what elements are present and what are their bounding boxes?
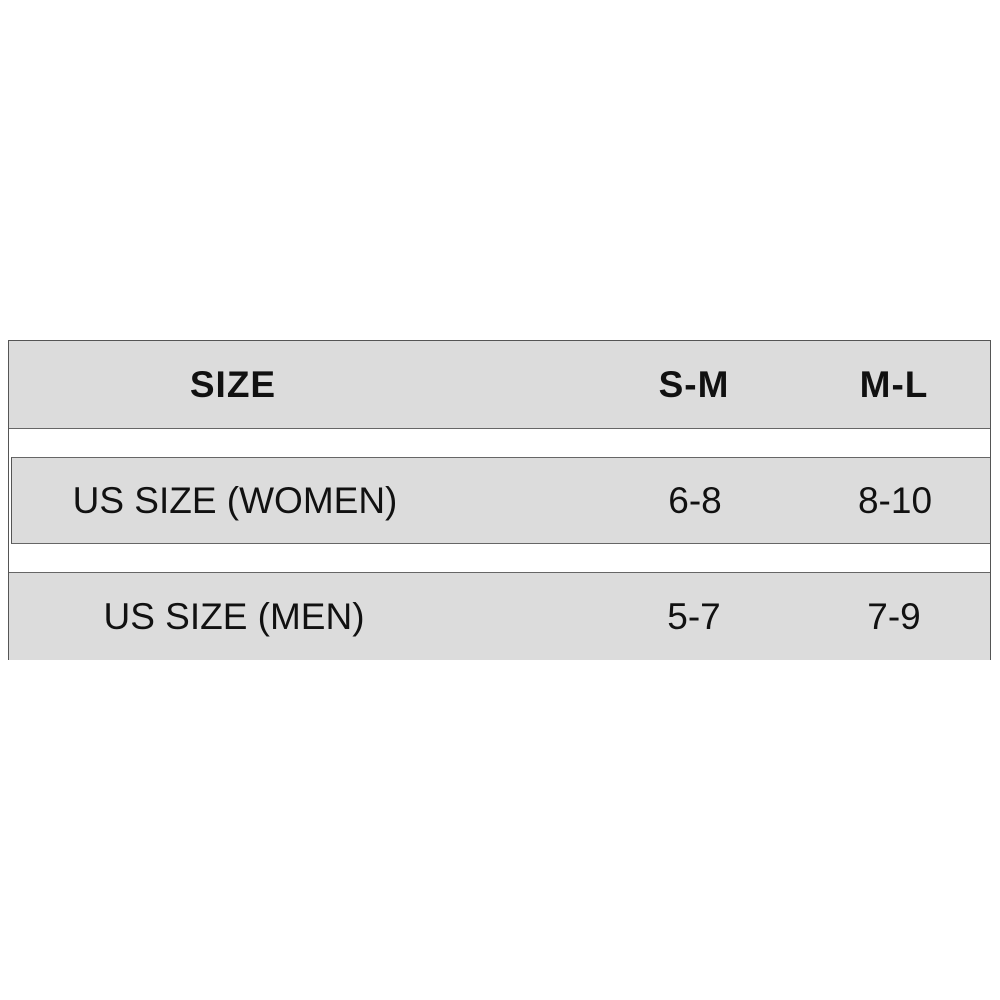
- cell-m-l: 8-10: [857, 479, 933, 521]
- header-m-l: M-L: [859, 363, 929, 405]
- row-label: US SIZE (WOMEN): [72, 479, 398, 521]
- table-row: US SIZE (MEN) 5-7 7-9: [9, 572, 990, 660]
- header-size: SIZE: [189, 363, 277, 405]
- table-header-row: SIZE S-M M-L: [9, 341, 990, 429]
- cell-s-m: 5-7: [667, 595, 721, 637]
- table-row: US SIZE (WOMEN) 6-8 8-10: [11, 457, 990, 544]
- header-s-m: S-M: [658, 363, 730, 405]
- cell-m-l: 7-9: [867, 595, 921, 637]
- row-label: US SIZE (MEN): [103, 595, 365, 637]
- size-chart-table: SIZE S-M M-L US SIZE (WOMEN) 6-8 8-10 US…: [8, 340, 991, 660]
- cell-s-m: 6-8: [668, 479, 722, 521]
